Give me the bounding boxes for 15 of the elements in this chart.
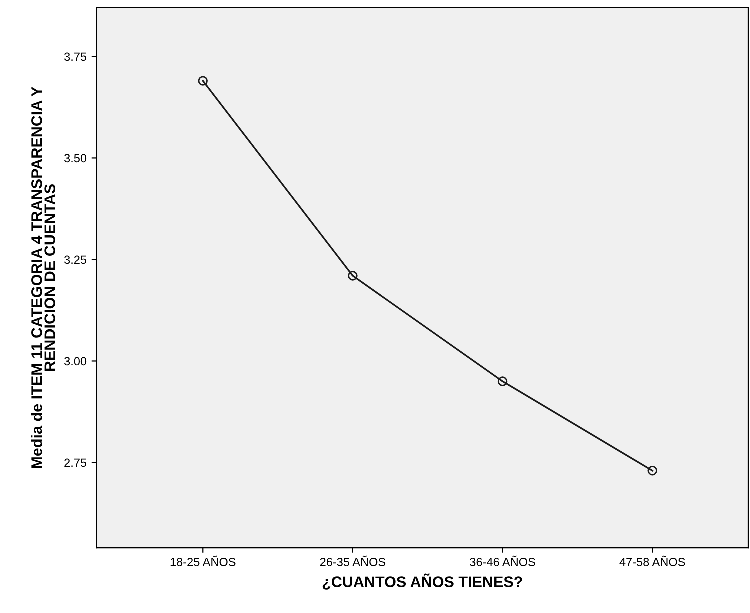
y-tick-label: 2.75	[64, 458, 87, 468]
point	[498, 376, 508, 386]
y-tick-label: 3.25	[64, 256, 87, 264]
y-tick-label: 3.75	[64, 52, 87, 62]
x-tick-label: 26-35 AÑOS	[320, 556, 386, 566]
y-axis-title: Media de ITEM 11 CATEGORIA 4 TRANSPARENCIA Y RENDICION DE CUENTAS	[31, 86, 56, 468]
x-tick-label: 47-58 AÑOS	[620, 556, 686, 566]
point	[348, 271, 358, 281]
y-tick-label: 3.00	[64, 357, 87, 366]
y-tick-label: 3.50	[64, 154, 87, 163]
point	[648, 466, 658, 476]
x-axis-title: ¿CUANTOS AÑOS TIENES?	[322, 574, 522, 590]
point	[198, 76, 208, 86]
x-tick-label: 18-25 AÑOS	[170, 556, 236, 566]
x-tick-label: 36-46 AÑOS	[470, 556, 536, 566]
